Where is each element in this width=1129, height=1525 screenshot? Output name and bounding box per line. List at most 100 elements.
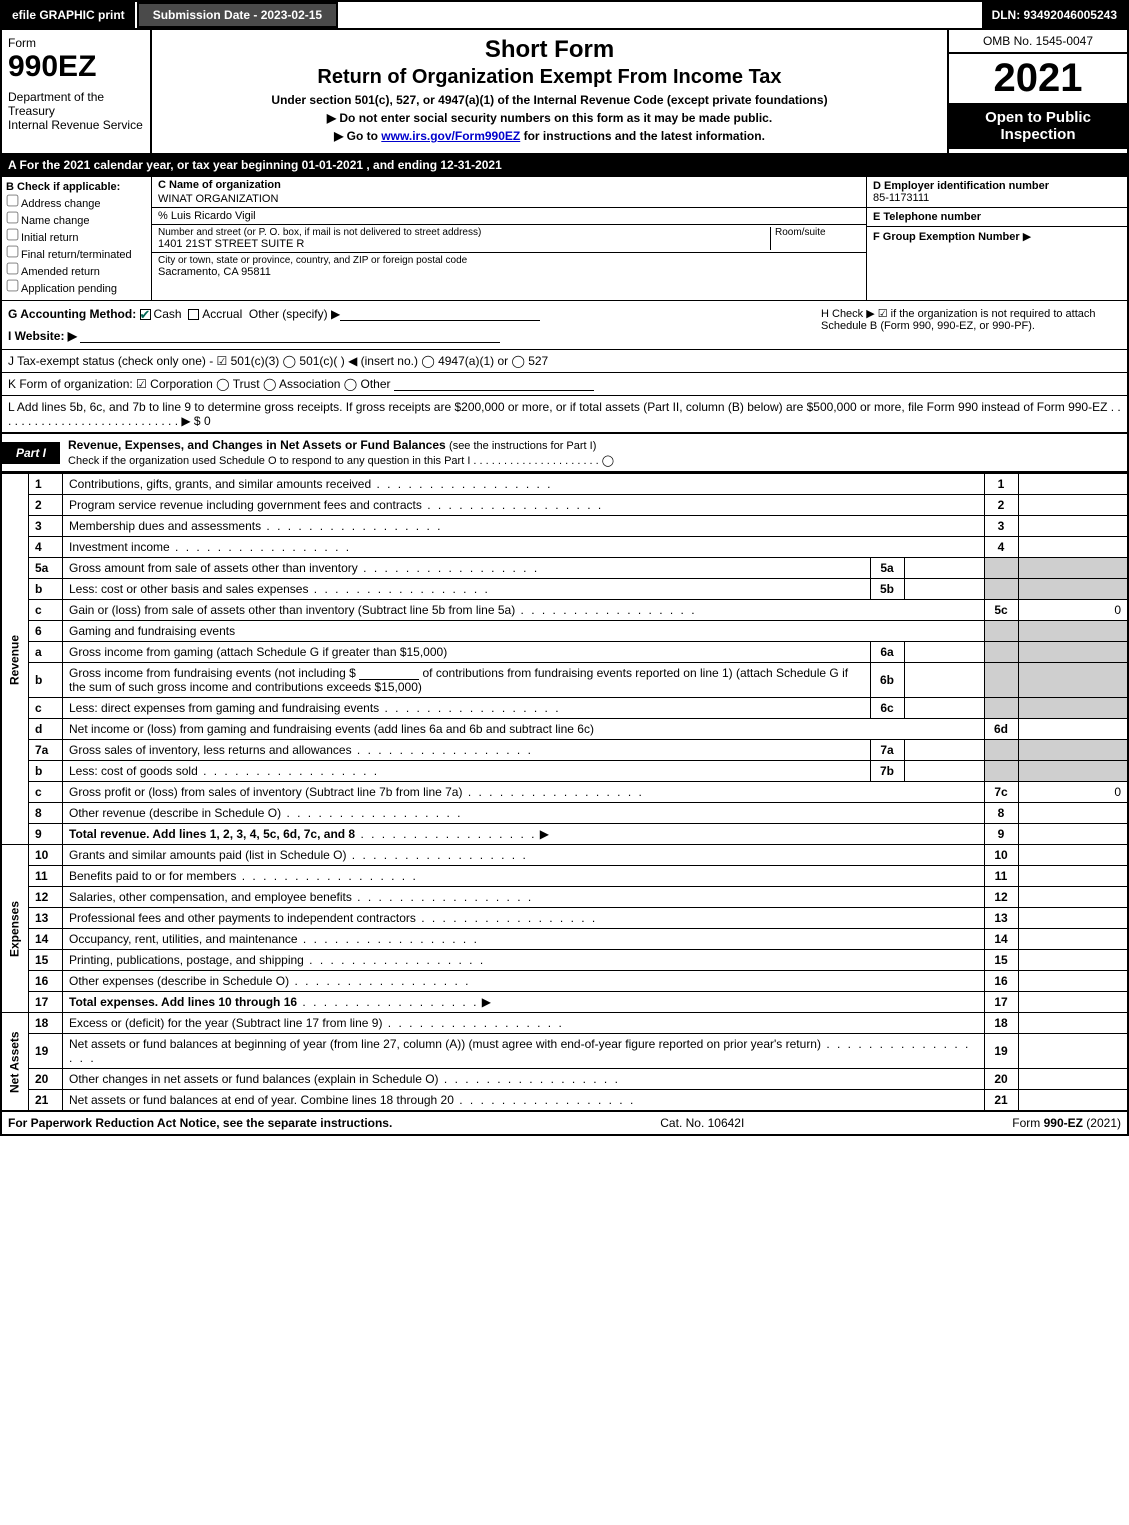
l6b-amount-line[interactable] bbox=[359, 666, 419, 680]
l3-desc: Membership dues and assessments bbox=[69, 519, 442, 533]
website-line[interactable] bbox=[80, 329, 500, 343]
part1-sub: (see the instructions for Part I) bbox=[449, 440, 596, 452]
form-word: Form bbox=[8, 36, 144, 50]
line-5a: 5aGross amount from sale of assets other… bbox=[1, 558, 1128, 579]
l12-desc: Salaries, other compensation, and employ… bbox=[69, 890, 533, 904]
irs-link-line: ▶ Go to www.irs.gov/Form990EZ for instru… bbox=[158, 129, 941, 143]
line-1: Revenue 1Contributions, gifts, grants, a… bbox=[1, 474, 1128, 495]
line-18: Net Assets 18Excess or (deficit) for the… bbox=[1, 1013, 1128, 1034]
topbar-spacer bbox=[338, 2, 981, 28]
cb-accrual[interactable] bbox=[188, 309, 199, 320]
header-right: OMB No. 1545-0047 2021 Open to Public In… bbox=[947, 30, 1127, 153]
cash-label: Cash bbox=[154, 307, 182, 321]
dln-label: DLN: 93492046005243 bbox=[982, 2, 1127, 28]
room-label: Room/suite bbox=[775, 227, 860, 238]
cb-initial-return[interactable]: Initial return bbox=[6, 228, 147, 244]
group-exempt-arrow: ▶ bbox=[1023, 231, 1031, 243]
part1-checknote: Check if the organization used Schedule … bbox=[68, 454, 1119, 467]
l16-desc: Other expenses (describe in Schedule O) bbox=[69, 974, 470, 988]
ein-value: 85-1173111 bbox=[873, 192, 1121, 204]
line-12: 12Salaries, other compensation, and empl… bbox=[1, 887, 1128, 908]
careof-line: % Luis Ricardo Vigil bbox=[152, 207, 866, 224]
return-title: Return of Organization Exempt From Incom… bbox=[158, 66, 941, 89]
cb-final-return[interactable]: Final return/terminated bbox=[6, 245, 147, 261]
v7c: 0 bbox=[1018, 782, 1128, 803]
city-value: Sacramento, CA 95811 bbox=[158, 266, 860, 278]
l21-desc: Net assets or fund balances at end of ye… bbox=[69, 1093, 635, 1107]
l5a-desc: Gross amount from sale of assets other t… bbox=[69, 561, 539, 575]
l14-desc: Occupancy, rent, utilities, and maintena… bbox=[69, 932, 479, 946]
form-header: Form 990EZ Department of the Treasury In… bbox=[0, 30, 1129, 155]
line-7c: cGross profit or (loss) from sales of in… bbox=[1, 782, 1128, 803]
row-g-h: G Accounting Method: Cash Accrual Other … bbox=[0, 301, 1129, 350]
l11-desc: Benefits paid to or for members bbox=[69, 869, 418, 883]
phone-label: E Telephone number bbox=[873, 211, 1121, 223]
row-g: G Accounting Method: Cash Accrual Other … bbox=[8, 307, 801, 343]
form-id-block: Form 990EZ Department of the Treasury In… bbox=[2, 30, 152, 153]
cb-address-change[interactable]: Address change bbox=[6, 194, 147, 210]
info-grid: B Check if applicable: Address change Na… bbox=[0, 177, 1129, 301]
line-7a: 7aGross sales of inventory, less returns… bbox=[1, 740, 1128, 761]
cb-amended-return[interactable]: Amended return bbox=[6, 262, 147, 278]
row-l: L Add lines 5b, 6c, and 7b to line 9 to … bbox=[0, 396, 1129, 433]
line-3: 3Membership dues and assessments3 bbox=[1, 516, 1128, 537]
line-15: 15Printing, publications, postage, and s… bbox=[1, 950, 1128, 971]
street-value: 1401 21ST STREET SUITE R bbox=[158, 238, 770, 250]
section-b: B Check if applicable: Address change Na… bbox=[2, 177, 152, 300]
other-specify-line[interactable] bbox=[340, 307, 540, 321]
cat-no: Cat. No. 10642I bbox=[660, 1116, 744, 1130]
cb-application-pending[interactable]: Application pending bbox=[6, 279, 147, 295]
section-f: F Group Exemption Number ▶ bbox=[867, 227, 1127, 246]
paperwork-notice: For Paperwork Reduction Act Notice, see … bbox=[8, 1116, 392, 1130]
accrual-label: Accrual bbox=[202, 307, 242, 321]
line-17: 17Total expenses. Add lines 10 through 1… bbox=[1, 992, 1128, 1013]
row-k: K Form of organization: ☑ Corporation ◯ … bbox=[0, 373, 1129, 396]
cb-cash[interactable] bbox=[140, 309, 151, 320]
l2-desc: Program service revenue including govern… bbox=[69, 498, 603, 512]
line-6a: aGross income from gaming (attach Schedu… bbox=[1, 642, 1128, 663]
lines-table: Revenue 1Contributions, gifts, grants, a… bbox=[0, 473, 1129, 1111]
sidecat-revenue: Revenue bbox=[1, 474, 29, 845]
form-title-block: Short Form Return of Organization Exempt… bbox=[152, 30, 947, 153]
l6d-desc: Net income or (loss) from gaming and fun… bbox=[63, 719, 985, 740]
l13-desc: Professional fees and other payments to … bbox=[69, 911, 597, 925]
other-label: Other (specify) ▶ bbox=[249, 307, 340, 321]
row-j: J Tax-exempt status (check only one) - ☑… bbox=[0, 350, 1129, 373]
omb-number: OMB No. 1545-0047 bbox=[949, 30, 1127, 54]
line-6d: dNet income or (loss) from gaming and fu… bbox=[1, 719, 1128, 740]
form-page: efile GRAPHIC print Submission Date - 20… bbox=[0, 0, 1129, 1136]
section-d: D Employer identification number 85-1173… bbox=[867, 177, 1127, 208]
section-b-header: B Check if applicable: bbox=[6, 181, 147, 193]
efile-print-button[interactable]: efile GRAPHIC print bbox=[2, 2, 137, 28]
accounting-label: G Accounting Method: bbox=[8, 307, 136, 321]
l18-desc: Excess or (deficit) for the year (Subtra… bbox=[69, 1016, 564, 1030]
sidecat-netassets: Net Assets bbox=[1, 1013, 29, 1111]
tax-year: 2021 bbox=[949, 54, 1127, 103]
line-16: 16Other expenses (describe in Schedule O… bbox=[1, 971, 1128, 992]
goto-suffix: for instructions and the latest informat… bbox=[520, 129, 765, 143]
line-6c: cLess: direct expenses from gaming and f… bbox=[1, 698, 1128, 719]
department-label: Department of the Treasury Internal Reve… bbox=[8, 90, 144, 132]
line-6: 6Gaming and fundraising events bbox=[1, 621, 1128, 642]
row-h: H Check ▶ ☑ if the organization is not r… bbox=[821, 307, 1121, 343]
l1-desc: Contributions, gifts, grants, and simila… bbox=[69, 477, 553, 491]
form-ref: Form 990-EZ (2021) bbox=[1012, 1116, 1121, 1130]
sidecat-expenses: Expenses bbox=[1, 845, 29, 1013]
l4-desc: Investment income bbox=[69, 540, 351, 554]
irs-link[interactable]: www.irs.gov/Form990EZ bbox=[381, 129, 520, 143]
form-number: 990EZ bbox=[8, 50, 144, 84]
line-9: 9Total revenue. Add lines 1, 2, 3, 4, 5c… bbox=[1, 824, 1128, 845]
l6b-desc1: Gross income from fundraising events (no… bbox=[69, 666, 356, 680]
line-2: 2Program service revenue including gover… bbox=[1, 495, 1128, 516]
line-14: 14Occupancy, rent, utilities, and mainte… bbox=[1, 929, 1128, 950]
row-k-line[interactable] bbox=[394, 377, 594, 391]
top-bar: efile GRAPHIC print Submission Date - 20… bbox=[0, 0, 1129, 30]
goto-prefix: ▶ Go to bbox=[334, 129, 381, 143]
line-8: 8Other revenue (describe in Schedule O)8 bbox=[1, 803, 1128, 824]
l7c-desc: Gross profit or (loss) from sales of inv… bbox=[69, 785, 644, 799]
line-11: 11Benefits paid to or for members11 bbox=[1, 866, 1128, 887]
line-21: 21Net assets or fund balances at end of … bbox=[1, 1090, 1128, 1111]
cb-name-change[interactable]: Name change bbox=[6, 211, 147, 227]
line-7b: bLess: cost of goods sold7b bbox=[1, 761, 1128, 782]
part1-header: Part I Revenue, Expenses, and Changes in… bbox=[0, 433, 1129, 473]
